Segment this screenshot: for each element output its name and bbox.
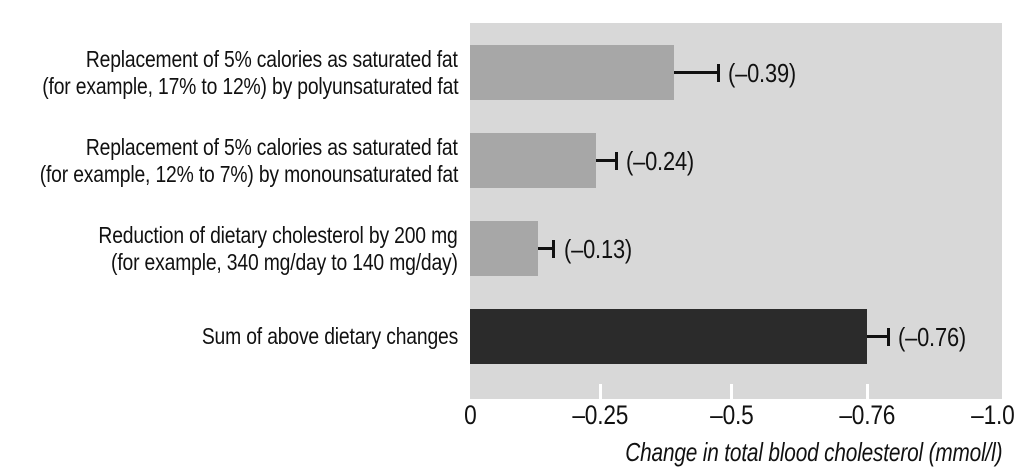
category-label: Reduction of dietary cholesterol by 200 … bbox=[0, 222, 458, 276]
category-label-line: Reduction of dietary cholesterol by 200 … bbox=[98, 221, 458, 248]
value-label-text: (–0.76) bbox=[898, 321, 967, 352]
x-tick-label: –0.5 bbox=[662, 401, 802, 429]
value-label-text: (–0.13) bbox=[563, 233, 632, 264]
bar bbox=[470, 221, 538, 276]
x-tick-label: –1.0 bbox=[923, 401, 1024, 429]
x-tick-label-text: –1.0 bbox=[971, 400, 1015, 430]
bar-sum-dietary-changes bbox=[470, 309, 868, 364]
category-label: Replacement of 5% calories as saturated … bbox=[0, 46, 458, 100]
x-axis-title: Change in total blood cholesterol (mmol/… bbox=[531, 437, 1002, 467]
x-axis-title-text: Change in total blood cholesterol (mmol/… bbox=[624, 437, 1002, 467]
x-tick-label: 0 bbox=[400, 401, 540, 429]
error-bar-line bbox=[867, 335, 889, 338]
x-tick-mark bbox=[865, 384, 869, 399]
x-tick-label-text: 0 bbox=[463, 400, 477, 430]
category-label-line: Replacement of 5% calories as saturated … bbox=[86, 45, 458, 72]
x-tick-label-text: –0.5 bbox=[709, 400, 754, 430]
value-label: (–0.76) bbox=[898, 323, 979, 351]
category-label-line: (for example, 17% to 12%) by polyunsatur… bbox=[41, 72, 458, 99]
error-bar-cap bbox=[614, 151, 618, 170]
value-label: (–0.24) bbox=[626, 147, 707, 175]
x-tick-label-text: –0.25 bbox=[572, 400, 629, 430]
value-label: (–0.13) bbox=[564, 235, 645, 263]
category-label-line: (for example, 340 mg/day to 140 mg/day) bbox=[111, 248, 458, 275]
category-label: Sum of above dietary changes bbox=[0, 323, 458, 350]
x-tick-mark bbox=[599, 384, 603, 399]
x-tick-label: –0.25 bbox=[531, 401, 671, 429]
error-bar-cap bbox=[552, 239, 556, 258]
category-label-line: (for example, 12% to 7%) by monounsatura… bbox=[39, 160, 459, 187]
bar bbox=[470, 133, 596, 188]
x-tick-mark bbox=[730, 384, 733, 399]
error-bar-cap bbox=[886, 327, 890, 346]
error-bar-cap bbox=[716, 63, 720, 82]
category-label-line: Replacement of 5% calories as saturated … bbox=[86, 133, 458, 160]
value-label-text: (–0.39) bbox=[728, 57, 797, 88]
x-tick-label: –0.76 bbox=[797, 401, 937, 429]
value-label-text: (–0.24) bbox=[626, 145, 695, 176]
category-label-line: Sum of above dietary changes bbox=[201, 323, 458, 349]
error-bar-line bbox=[537, 247, 554, 250]
value-label: (–0.39) bbox=[728, 59, 809, 87]
bar bbox=[470, 45, 674, 100]
x-tick-label-text: –0.76 bbox=[839, 400, 896, 430]
error-bar-line bbox=[595, 159, 617, 162]
category-label: Replacement of 5% calories as saturated … bbox=[0, 133, 459, 188]
error-bar-line bbox=[673, 71, 719, 74]
